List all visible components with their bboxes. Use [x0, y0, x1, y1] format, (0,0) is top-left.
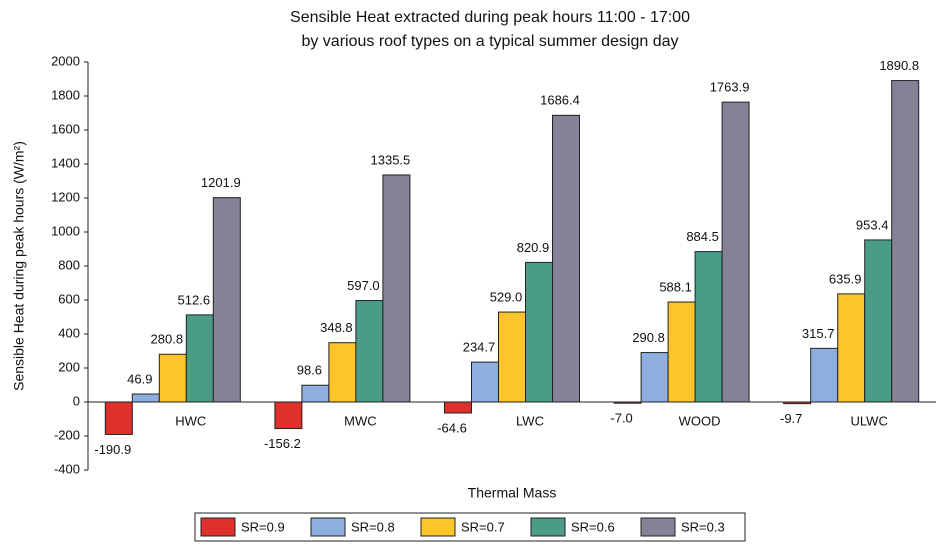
value-label: -7.0 [610, 411, 632, 426]
value-label: 635.9 [829, 271, 862, 286]
value-label: 529.0 [490, 290, 523, 305]
x-tick-label: MWC [344, 413, 377, 428]
y-tick-label: 1800 [51, 87, 80, 102]
bar [694, 251, 723, 403]
bar [783, 401, 812, 405]
bar [810, 347, 839, 403]
y-tick-label: -200 [54, 427, 80, 442]
bar [355, 300, 384, 403]
legend-label: SR=0.6 [571, 519, 615, 534]
y-tick-label: 0 [73, 393, 80, 408]
y-axis-title: Sensible Heat during peak hours (W/m²) [11, 141, 27, 391]
value-label: 348.8 [320, 320, 353, 335]
bar [274, 401, 303, 430]
y-tick-label: 1600 [51, 121, 80, 136]
y-tick-label: 400 [58, 325, 80, 340]
bar [552, 114, 580, 403]
value-label: -156.2 [264, 436, 301, 451]
bar [721, 101, 750, 403]
bar [328, 342, 357, 403]
chart-title: by various roof types on a typical summe… [301, 33, 678, 50]
y-tick-label: 1400 [51, 155, 80, 170]
bar [444, 401, 472, 414]
value-label: 820.9 [517, 240, 550, 255]
legend-label: SR=0.9 [241, 519, 285, 534]
value-label: 315.7 [802, 326, 835, 341]
bar [131, 393, 160, 403]
y-tick-label: 1000 [51, 223, 80, 238]
value-label: 98.6 [297, 363, 322, 378]
x-tick-label: LWC [516, 413, 544, 428]
value-label: -9.7 [780, 411, 802, 426]
value-label: 1686.4 [540, 93, 580, 108]
y-tick-label: 600 [58, 291, 80, 306]
y-tick-label: 1200 [51, 189, 80, 204]
value-label: 280.8 [151, 332, 184, 347]
value-label: 588.1 [659, 279, 692, 294]
value-label: 46.9 [127, 371, 152, 386]
bar [837, 293, 866, 403]
bar [212, 197, 241, 403]
bar [301, 384, 330, 403]
value-label: 1890.8 [879, 58, 919, 73]
legend-swatch [200, 517, 236, 537]
bar [471, 361, 499, 403]
value-label: 512.6 [178, 292, 211, 307]
chart-title: Sensible Heat extracted during peak hour… [290, 9, 690, 26]
legend-swatch [530, 517, 566, 537]
y-tick-label: 200 [58, 359, 80, 374]
bar [667, 301, 696, 403]
value-label: 290.8 [632, 330, 665, 345]
value-label: 884.5 [686, 229, 719, 244]
bar [185, 314, 214, 403]
value-label: 953.4 [856, 217, 889, 232]
bar [104, 401, 133, 435]
legend-swatch [640, 517, 676, 537]
bar [382, 174, 411, 403]
value-label: 1335.5 [371, 152, 411, 167]
value-label: -190.9 [94, 442, 131, 457]
x-axis-title: Thermal Mass [468, 485, 557, 501]
value-label: 597.0 [347, 278, 380, 293]
value-label: -64.6 [437, 420, 467, 435]
legend-label: SR=0.7 [461, 519, 505, 534]
x-tick-label: HWC [175, 413, 206, 428]
legend-label: SR=0.3 [681, 519, 725, 534]
y-tick-label: 800 [58, 257, 80, 272]
y-tick-label: -400 [54, 461, 80, 476]
y-tick-label: 2000 [51, 53, 80, 68]
value-label: 234.7 [463, 340, 496, 355]
bar [864, 239, 893, 403]
bar [158, 353, 187, 403]
bar [498, 311, 526, 403]
legend-swatch [310, 517, 346, 537]
legend-swatch [420, 517, 456, 537]
value-label: 1763.9 [710, 80, 750, 95]
x-tick-label: WOOD [679, 413, 721, 428]
bar [891, 80, 920, 403]
bar [640, 352, 669, 403]
legend-label: SR=0.8 [351, 519, 395, 534]
bar [613, 401, 642, 404]
value-label: 1201.9 [201, 175, 241, 190]
x-tick-label: ULWC [851, 413, 888, 428]
legend-box [194, 512, 746, 542]
bar [525, 261, 553, 403]
